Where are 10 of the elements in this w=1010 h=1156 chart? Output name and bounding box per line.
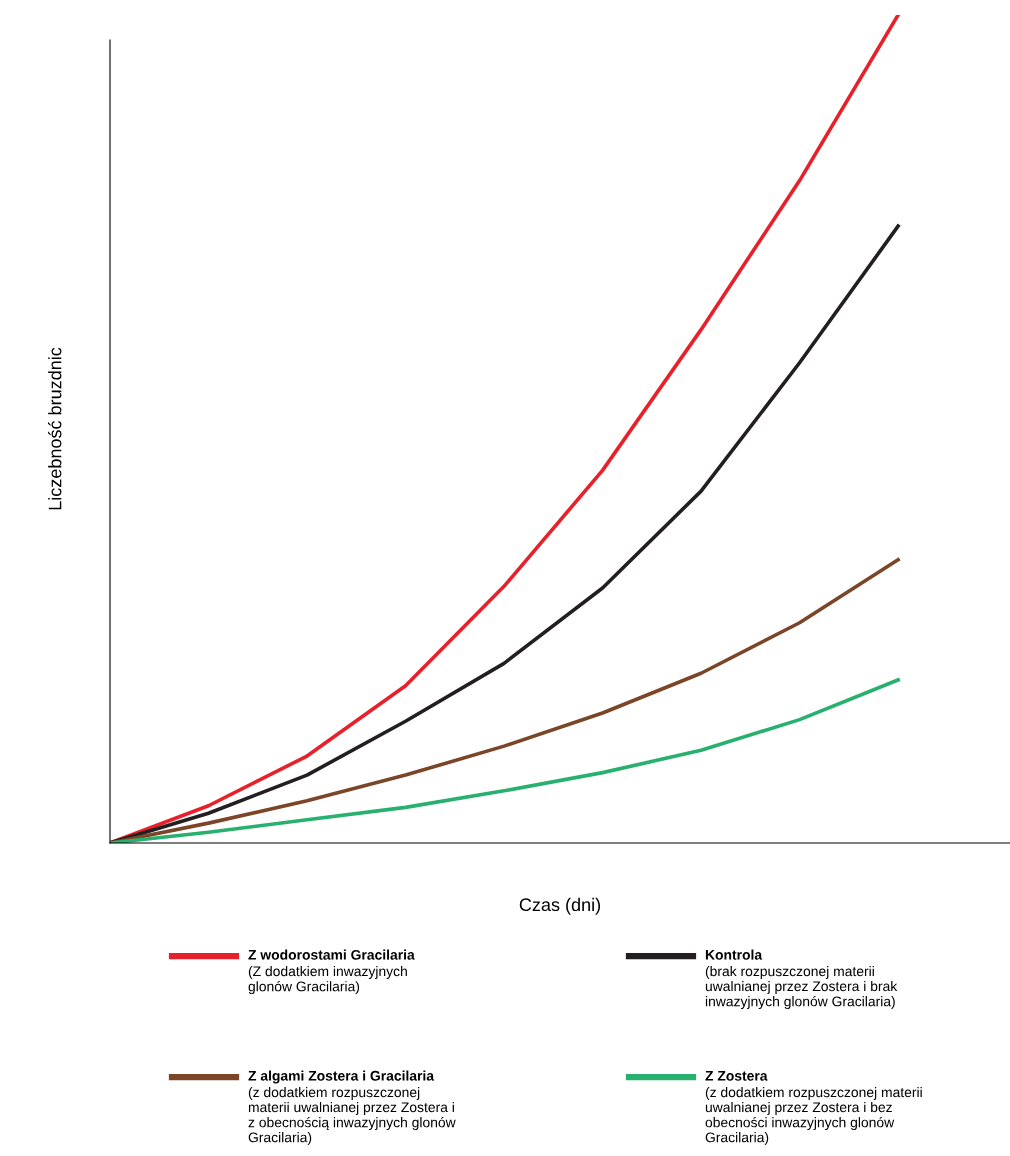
text: (brak rozpuszczonej materii uwalnianej przez Zostera i brak inwazyjnych glonów Gracilaria)	[705, 966, 898, 1010]
legend-label: Kontrola	[705, 949, 763, 960]
text: (z dodatkiem rozpuszczonej materii uwalnianej przez Zostera i bez obecności inwazyjnych glonów Gracilaria)	[705, 1087, 922, 1146]
legend-label: Z wodorostami Gracilaria	[248, 949, 415, 960]
text: (Z dodatkiem inwazyjnych glonów Gracilaria)	[248, 966, 407, 995]
legend-label: Z Zostera	[705, 1071, 768, 1081]
y-axis-title: Liczebność bruzdnic	[47, 347, 62, 510]
x-axis-title: Czas (dni)	[519, 897, 601, 915]
text: (z dodatkiem rozpuszczonej materii uwalnianej przez Zostera i z obecnością inwazyjnych glonów Gracilaria)	[248, 1087, 456, 1146]
legend-label: Z algami Zostera i Gracilaria	[248, 1070, 435, 1084]
